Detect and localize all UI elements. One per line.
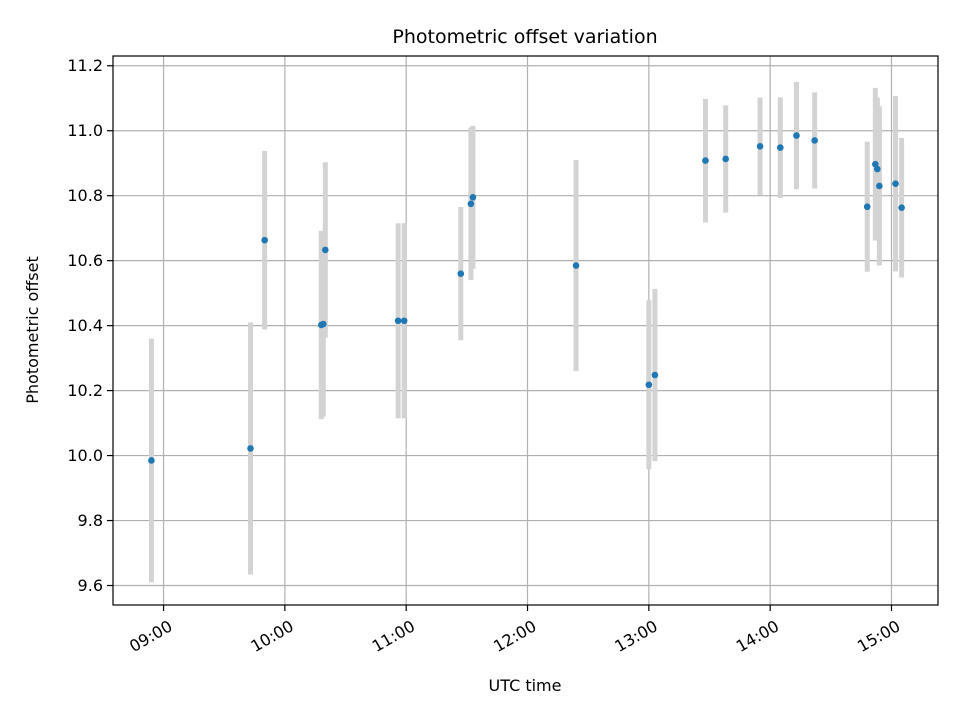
data-point <box>247 445 254 452</box>
data-point <box>319 320 327 328</box>
data-point <box>863 203 871 211</box>
plot-frame <box>112 55 939 606</box>
y-tick-label: 10.0 <box>67 446 103 465</box>
data-point <box>898 204 905 212</box>
y-axis-label: Photometric offset <box>23 256 42 404</box>
y-axis-ticks: 9.6 9.8 10.0 10.2 10.4 10.6 10.8 11.0 11.2 <box>67 56 113 595</box>
y-tick-label: 9.6 <box>78 576 103 595</box>
data-point <box>572 262 580 269</box>
data-point <box>651 371 659 379</box>
y-tick-label: 10.4 <box>67 316 103 335</box>
data-point <box>394 317 402 325</box>
data-point <box>811 137 818 144</box>
data-point <box>467 200 475 208</box>
y-tick-label: 11.2 <box>67 56 103 75</box>
data-point <box>793 132 800 139</box>
chart-title: Photometric offset variation <box>392 26 657 48</box>
data-point <box>876 182 883 190</box>
data-point <box>261 236 268 244</box>
data-point <box>892 180 899 187</box>
data-point <box>400 317 408 325</box>
data-point <box>874 165 881 173</box>
data-point <box>776 144 784 151</box>
data-point <box>645 381 653 389</box>
data-point <box>469 194 477 201</box>
data-point <box>702 157 709 164</box>
y-tick-label: 10.6 <box>67 251 103 270</box>
y-tick-label: 9.8 <box>78 511 103 530</box>
data-point <box>148 457 155 464</box>
data-point <box>322 246 329 254</box>
data-point <box>457 270 465 277</box>
y-tick-label: 10.8 <box>67 186 103 205</box>
data-point <box>756 143 764 150</box>
y-tick-label: 10.2 <box>67 381 103 400</box>
x-axis-label: UTC time <box>489 676 562 695</box>
data-points <box>148 132 905 464</box>
y-tick-label: 11.0 <box>67 121 103 140</box>
data-point <box>722 155 729 163</box>
